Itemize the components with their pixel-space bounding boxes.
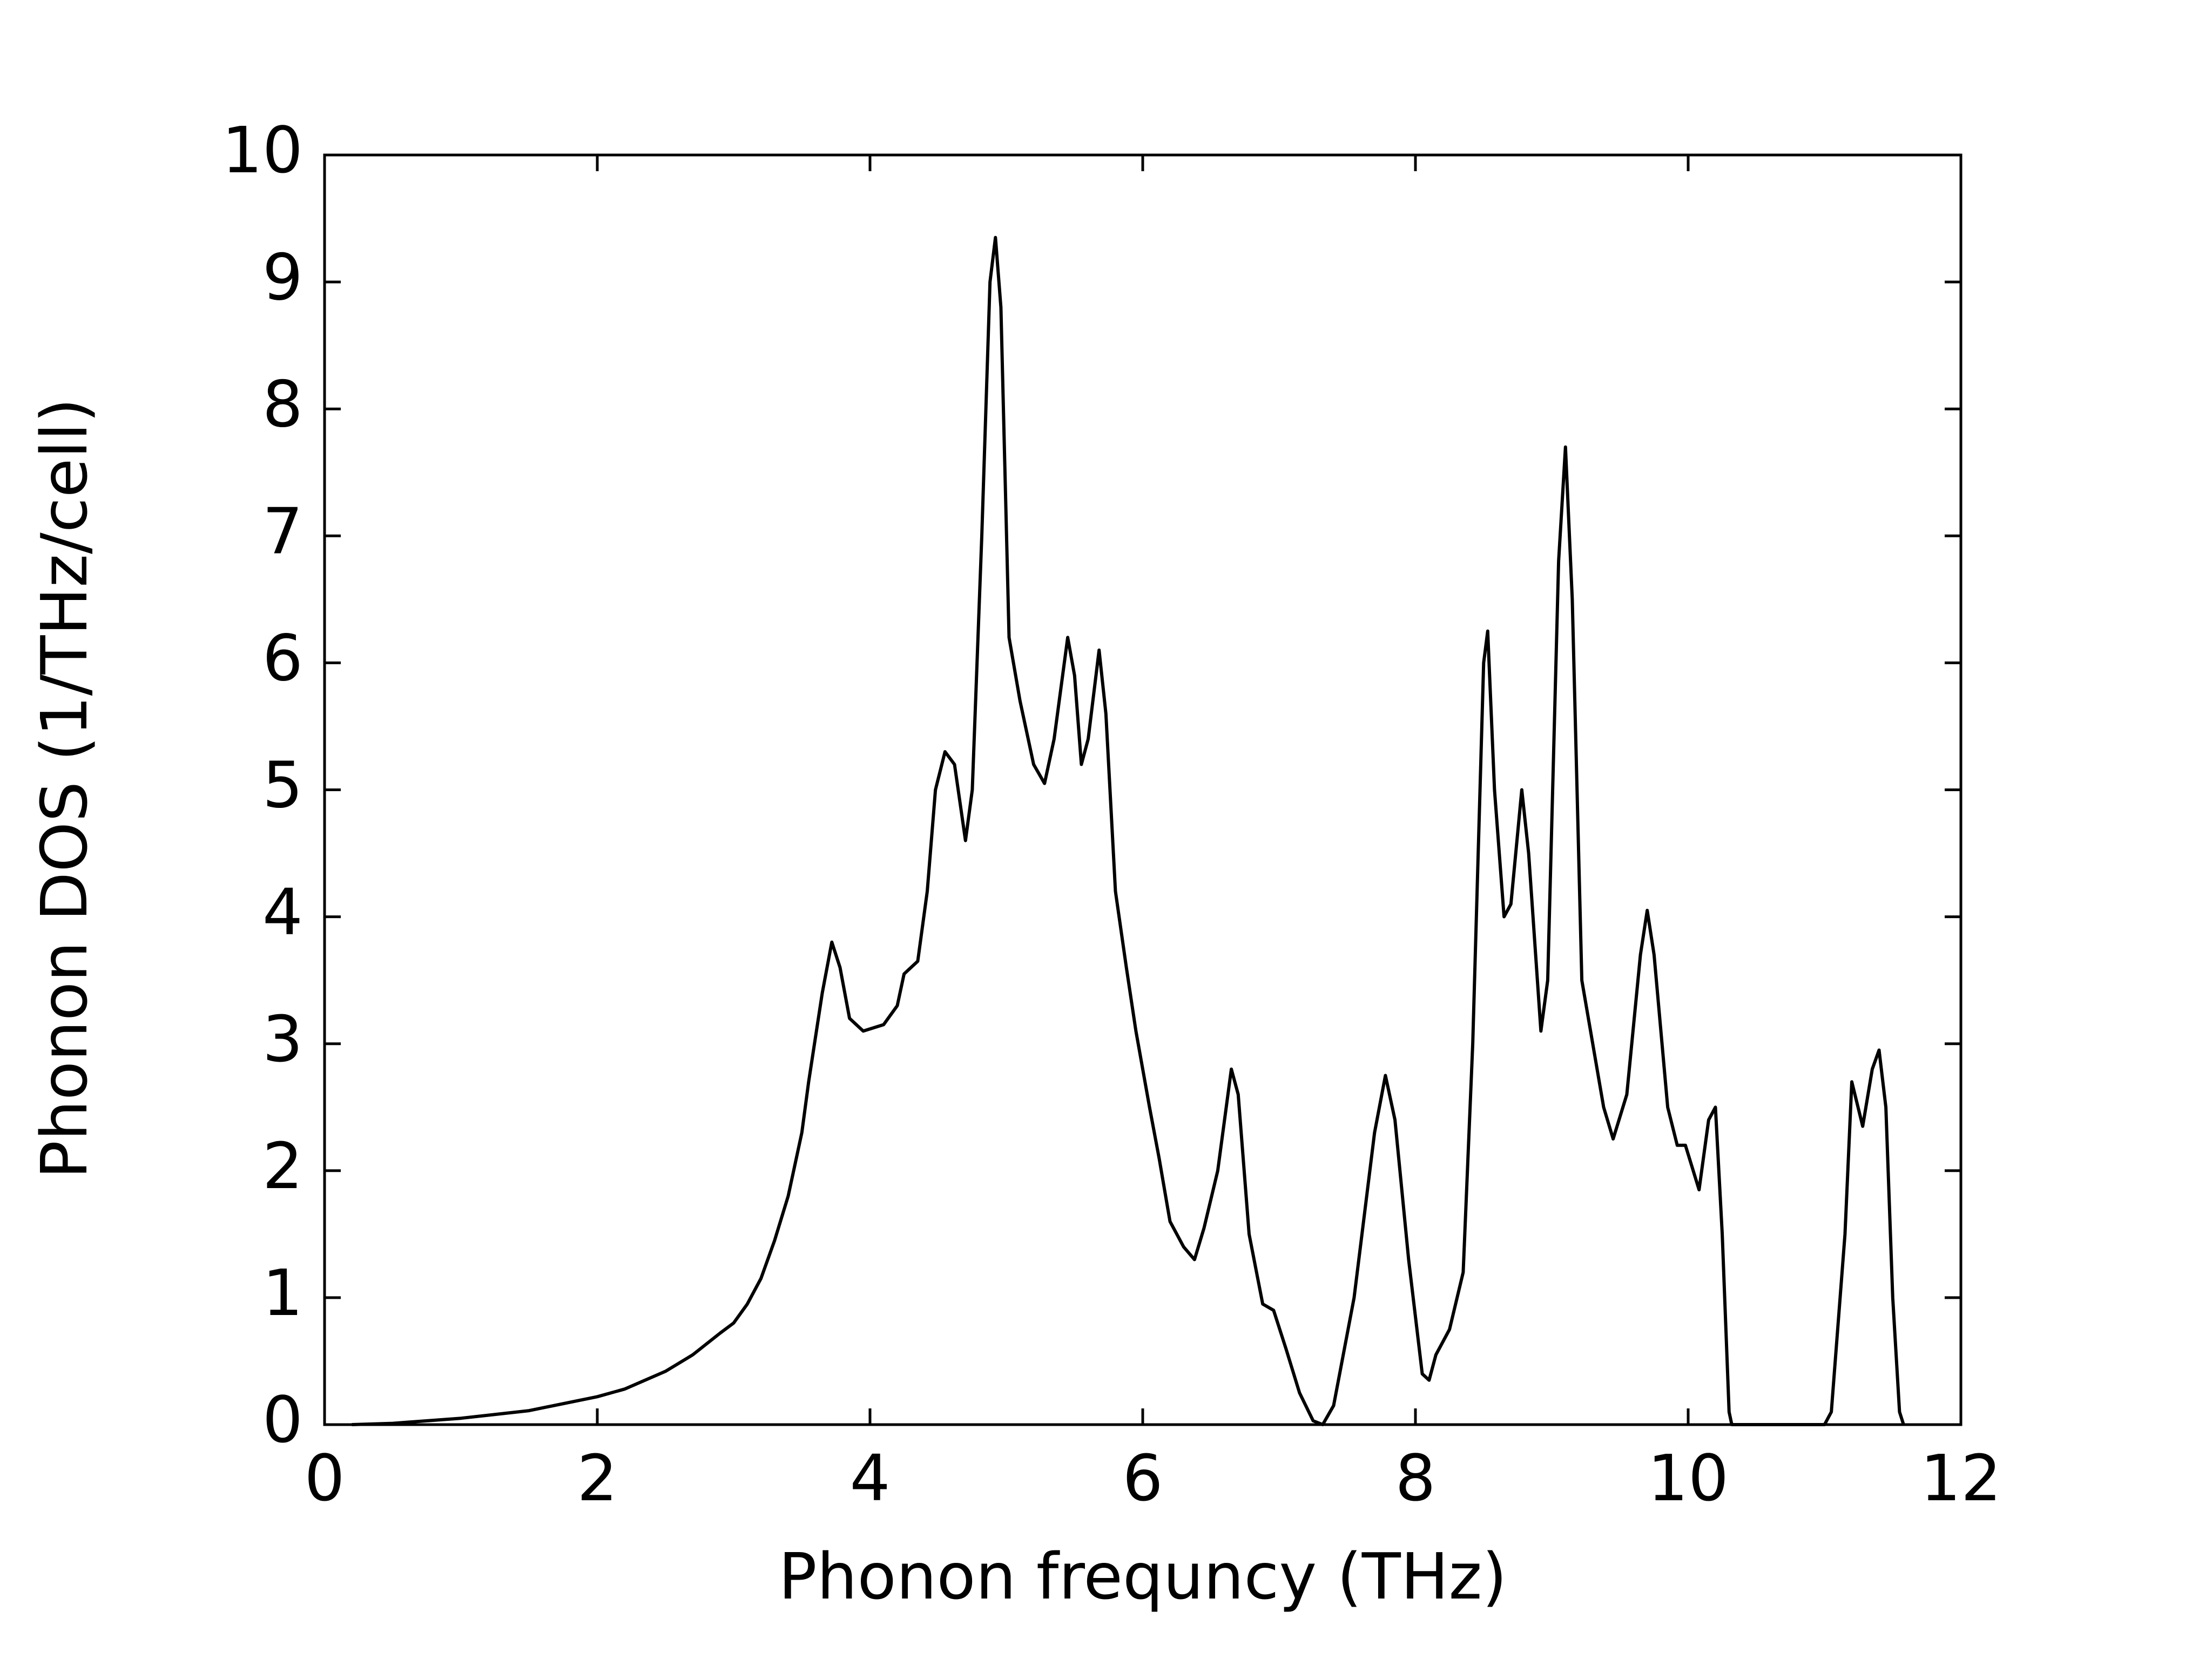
y-tick-label: 8: [262, 367, 303, 441]
y-tick-label: 1: [262, 1256, 303, 1330]
y-tick-label: 6: [262, 621, 303, 696]
x-tick-label: 0: [304, 1441, 345, 1515]
data-line: [352, 235, 1905, 1426]
x-tick-label: 12: [1920, 1441, 2001, 1515]
y-tick-label: 10: [222, 113, 303, 187]
y-tick-label: 0: [262, 1382, 303, 1457]
x-tick-label: 8: [1395, 1441, 1435, 1515]
y-tick-label: 2: [262, 1129, 303, 1203]
y-tick-label: 3: [262, 1002, 303, 1076]
y-tick-label: 9: [262, 240, 303, 314]
y-tick-label: 5: [262, 748, 303, 822]
x-axis-title: Phonon frequncy (THz): [779, 1539, 1507, 1614]
x-tick-label: 10: [1648, 1441, 1729, 1515]
x-tick-label: 4: [849, 1441, 890, 1515]
x-tick-label: 2: [577, 1441, 617, 1515]
y-tick-label: 7: [262, 494, 303, 569]
y-tick-label: 4: [262, 875, 303, 949]
x-tick-label: 6: [1122, 1441, 1163, 1515]
y-axis-title: Phonon DOS (1/THz/cell): [27, 398, 102, 1179]
plot-frame: [323, 153, 1963, 1426]
